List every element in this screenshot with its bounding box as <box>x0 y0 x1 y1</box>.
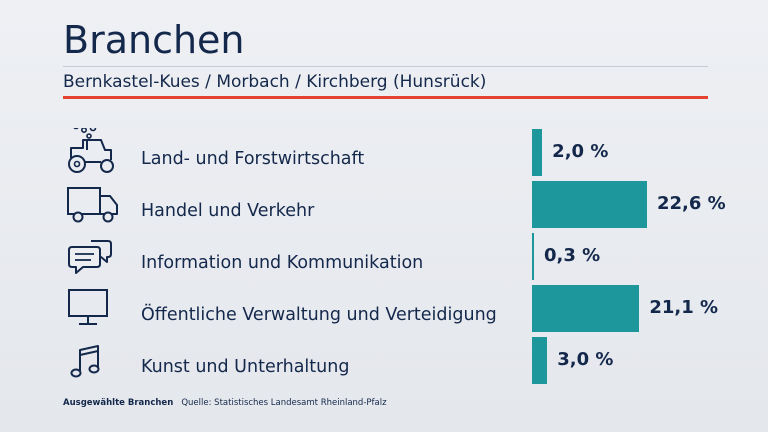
category-label: Land- und Forstwirtschaft <box>141 149 365 169</box>
speech-bubbles-icon <box>63 232 121 282</box>
title-divider <box>63 66 708 67</box>
monitor-icon <box>63 284 121 334</box>
chart-row: Handel und Verkehr 22,6 % <box>0 180 768 230</box>
bar-value-label: 21,1 % <box>649 297 719 318</box>
bar-value-label: 0,3 % <box>544 245 601 266</box>
tractor-icon <box>63 128 121 178</box>
music-note-icon <box>63 336 121 386</box>
chart-row: Kunst und Unterhaltung 3,0 % <box>0 336 768 386</box>
chart-title: Branchen <box>63 18 245 62</box>
category-label: Öffentliche Verwaltung und Verteidigung <box>141 305 497 325</box>
footer: Ausgewählte Branchen Quelle: Statistisch… <box>63 398 387 408</box>
category-label: Handel und Verkehr <box>141 201 315 221</box>
chart-row: Öffentliche Verwaltung und Verteidigung 2… <box>0 284 768 334</box>
bar-value-label: 2,0 % <box>552 141 609 162</box>
bar <box>532 233 534 280</box>
accent-divider <box>63 96 708 99</box>
bar-value-label: 3,0 % <box>557 349 614 370</box>
truck-icon <box>63 180 121 230</box>
footer-source: Quelle: Statistisches Landesamt Rheinlan… <box>181 398 387 408</box>
footer-label: Ausgewählte Branchen <box>63 398 174 408</box>
bar <box>532 285 640 332</box>
bar <box>532 181 647 228</box>
bar-value-label: 22,6 % <box>657 193 726 214</box>
category-label: Information und Kommunikation <box>141 253 424 273</box>
bar <box>532 337 548 384</box>
category-label: Kunst und Unterhaltung <box>141 357 350 377</box>
chart-row: Land- und Forstwirtschaft 2,0 % <box>0 128 768 178</box>
chart-subtitle: Bernkastel-Kues / Morbach / Kirchberg (H… <box>63 72 487 92</box>
chart-row: Information und Kommunikation 0,3 % <box>0 232 768 282</box>
bar <box>532 129 543 176</box>
